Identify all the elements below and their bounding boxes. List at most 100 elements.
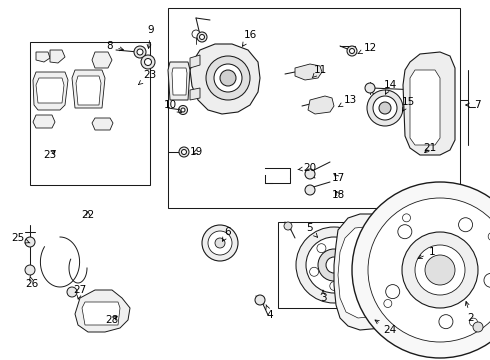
Circle shape bbox=[347, 46, 357, 56]
Text: 15: 15 bbox=[401, 97, 415, 111]
Polygon shape bbox=[390, 220, 415, 258]
Circle shape bbox=[310, 267, 318, 276]
Circle shape bbox=[415, 245, 465, 295]
Circle shape bbox=[349, 267, 359, 276]
Text: 25: 25 bbox=[11, 233, 30, 243]
Circle shape bbox=[352, 182, 490, 358]
Circle shape bbox=[398, 225, 412, 239]
Circle shape bbox=[318, 249, 350, 281]
Circle shape bbox=[459, 218, 472, 232]
Circle shape bbox=[137, 49, 143, 55]
Circle shape bbox=[425, 255, 455, 285]
Circle shape bbox=[402, 214, 411, 222]
Circle shape bbox=[255, 295, 265, 305]
Text: 24: 24 bbox=[375, 320, 396, 335]
Circle shape bbox=[296, 227, 372, 303]
Polygon shape bbox=[308, 96, 334, 114]
Polygon shape bbox=[33, 72, 68, 110]
Polygon shape bbox=[76, 76, 101, 105]
Circle shape bbox=[192, 30, 200, 38]
Text: 5: 5 bbox=[306, 223, 318, 237]
Circle shape bbox=[305, 185, 315, 195]
Bar bbox=[168, 8, 460, 208]
Polygon shape bbox=[72, 70, 105, 108]
Circle shape bbox=[326, 257, 342, 273]
Circle shape bbox=[330, 282, 339, 291]
Circle shape bbox=[202, 225, 238, 261]
Polygon shape bbox=[82, 302, 120, 325]
Circle shape bbox=[305, 169, 315, 179]
Text: 23: 23 bbox=[139, 70, 157, 85]
Text: 6: 6 bbox=[222, 227, 231, 241]
Text: 3: 3 bbox=[319, 290, 326, 303]
Text: 7: 7 bbox=[466, 100, 480, 110]
Polygon shape bbox=[334, 214, 420, 330]
Text: 13: 13 bbox=[338, 95, 357, 107]
Polygon shape bbox=[190, 55, 200, 68]
Text: 26: 26 bbox=[25, 276, 39, 289]
Circle shape bbox=[145, 58, 151, 66]
Circle shape bbox=[25, 265, 35, 275]
Polygon shape bbox=[338, 226, 400, 318]
Circle shape bbox=[181, 149, 187, 154]
Circle shape bbox=[199, 35, 204, 40]
Circle shape bbox=[469, 318, 477, 326]
Circle shape bbox=[365, 83, 375, 93]
Circle shape bbox=[25, 237, 35, 247]
Text: 19: 19 bbox=[189, 147, 203, 157]
Polygon shape bbox=[33, 115, 55, 128]
Text: 22: 22 bbox=[81, 210, 95, 220]
Polygon shape bbox=[36, 52, 50, 62]
Circle shape bbox=[179, 147, 189, 157]
Circle shape bbox=[284, 222, 292, 230]
Circle shape bbox=[349, 49, 354, 54]
Text: 10: 10 bbox=[164, 100, 182, 113]
Circle shape bbox=[386, 285, 400, 298]
Polygon shape bbox=[190, 88, 200, 100]
Polygon shape bbox=[190, 44, 260, 114]
Circle shape bbox=[367, 90, 403, 126]
Text: 9: 9 bbox=[147, 25, 154, 48]
Polygon shape bbox=[403, 52, 455, 155]
Text: 20: 20 bbox=[298, 163, 317, 173]
Text: 8: 8 bbox=[107, 41, 123, 51]
Circle shape bbox=[134, 46, 146, 58]
Circle shape bbox=[317, 244, 326, 253]
Circle shape bbox=[439, 315, 453, 329]
Text: 14: 14 bbox=[383, 80, 396, 94]
Text: 12: 12 bbox=[358, 43, 377, 54]
Polygon shape bbox=[92, 118, 113, 130]
Circle shape bbox=[402, 232, 478, 308]
Circle shape bbox=[208, 231, 232, 255]
Circle shape bbox=[220, 70, 236, 86]
Text: 28: 28 bbox=[105, 315, 119, 325]
Circle shape bbox=[473, 322, 483, 332]
Polygon shape bbox=[168, 62, 190, 100]
Polygon shape bbox=[295, 64, 322, 80]
Circle shape bbox=[379, 102, 391, 114]
Text: 2: 2 bbox=[466, 301, 474, 323]
Circle shape bbox=[484, 273, 490, 287]
Circle shape bbox=[488, 233, 490, 240]
Polygon shape bbox=[75, 290, 130, 332]
Text: 16: 16 bbox=[243, 30, 257, 46]
Polygon shape bbox=[50, 50, 65, 63]
Circle shape bbox=[67, 287, 77, 297]
Text: 27: 27 bbox=[74, 285, 87, 299]
Text: 4: 4 bbox=[266, 305, 273, 320]
Circle shape bbox=[342, 243, 351, 252]
Circle shape bbox=[215, 238, 225, 248]
Circle shape bbox=[178, 105, 188, 114]
Circle shape bbox=[197, 32, 207, 42]
Polygon shape bbox=[92, 52, 112, 68]
Polygon shape bbox=[36, 78, 64, 103]
Polygon shape bbox=[410, 70, 440, 145]
Circle shape bbox=[181, 108, 185, 112]
Text: 18: 18 bbox=[331, 190, 344, 200]
Circle shape bbox=[368, 198, 490, 342]
Text: 21: 21 bbox=[423, 143, 437, 153]
Text: 23: 23 bbox=[44, 150, 57, 160]
Circle shape bbox=[384, 300, 392, 307]
Bar bbox=[278, 222, 390, 308]
Circle shape bbox=[306, 237, 362, 293]
